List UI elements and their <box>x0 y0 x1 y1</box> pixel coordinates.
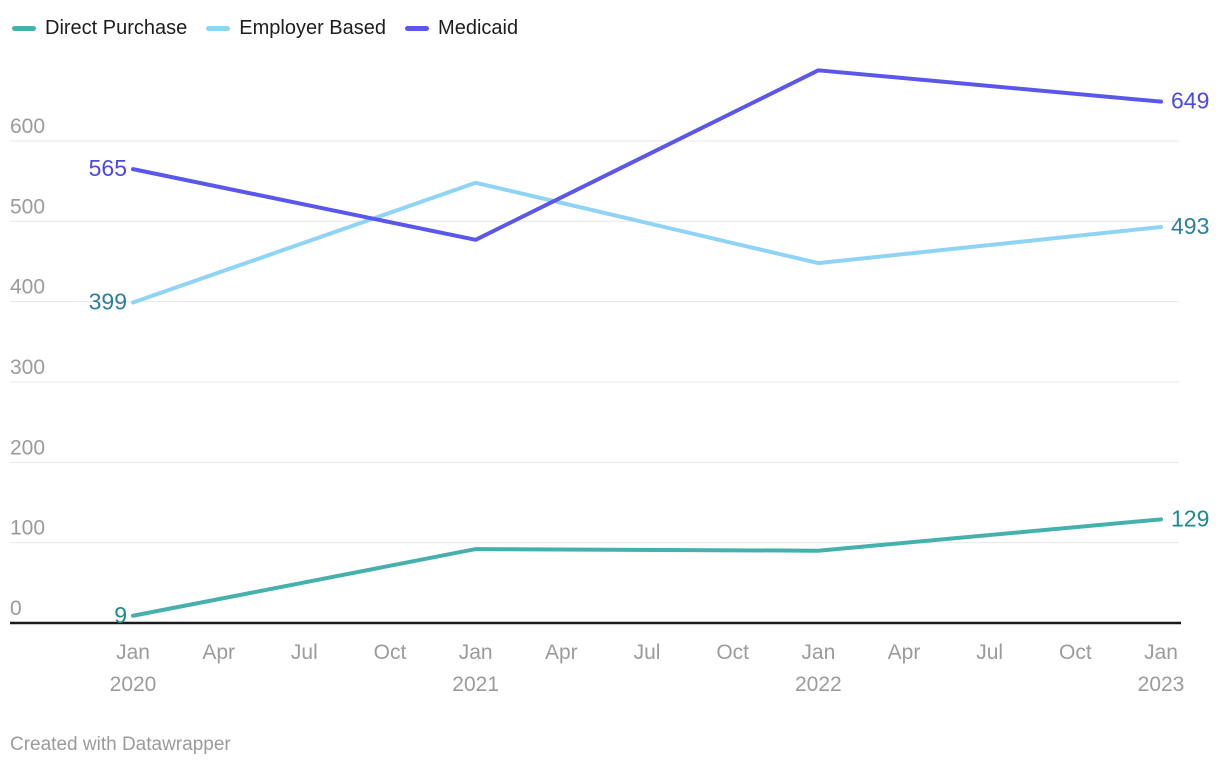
x-tick-label-7: Oct <box>716 641 749 664</box>
x-tick-label-1: Apr <box>202 641 235 664</box>
x-tick-label-6: Jul <box>634 641 661 664</box>
x-tick-label-11: Oct <box>1059 641 1092 664</box>
legend-label-employer-based: Employer Based <box>239 17 387 39</box>
legend-item-direct-purchase: Direct Purchase <box>12 17 187 40</box>
y-tick-label-400: 400 <box>10 276 45 299</box>
x-tick-label-10: Jul <box>976 641 1003 664</box>
value-label-end-medicaid: 649 <box>1171 88 1209 114</box>
y-tick-label-300: 300 <box>10 356 45 379</box>
value-label-end-employer-based: 493 <box>1171 213 1209 239</box>
legend-label-medicaid: Medicaid <box>438 17 519 39</box>
y-tick-label-200: 200 <box>10 436 45 459</box>
x-tick-label-12: Jan <box>1144 641 1178 664</box>
y-tick-label-600: 600 <box>10 115 45 138</box>
legend-item-employer-based: Employer Based <box>206 17 386 40</box>
x-tick-label-3: Oct <box>374 641 407 664</box>
value-label-start-medicaid: 565 <box>89 155 127 181</box>
series-line-direct-purchase <box>131 517 1164 618</box>
value-label-start-direct-purchase: 9 <box>114 602 127 628</box>
series-line-employer-based <box>131 180 1164 305</box>
series-line-medicaid <box>131 68 1164 242</box>
x-tick-year-label-2022: 2022 <box>795 673 842 696</box>
x-tick-label-2: Jul <box>291 641 318 664</box>
value-label-end-direct-purchase: 129 <box>1171 505 1209 531</box>
x-tick-label-9: Apr <box>888 641 921 664</box>
legend-swatch-medicaid-icon <box>405 26 430 31</box>
legend-swatch-direct-purchase-icon <box>12 26 36 31</box>
legend-label-direct-purchase: Direct Purchase <box>45 17 188 39</box>
datawrapper-credit: Created with Datawrapper <box>10 734 231 755</box>
x-tick-label-8: Jan <box>801 641 835 664</box>
y-tick-label-500: 500 <box>10 195 45 218</box>
legend-item-medicaid: Medicaid <box>405 17 518 40</box>
x-tick-year-label-2023: 2023 <box>1138 673 1185 696</box>
x-tick-label-0: Jan <box>116 641 150 664</box>
x-tick-label-4: Jan <box>459 641 493 664</box>
x-tick-label-5: Apr <box>545 641 578 664</box>
y-tick-label-0: 0 <box>10 597 22 620</box>
x-tick-year-label-2020: 2020 <box>110 673 157 696</box>
value-label-start-employer-based: 399 <box>89 288 127 314</box>
legend-swatch-employer-based-icon <box>206 26 231 31</box>
x-tick-year-label-2021: 2021 <box>452 673 499 696</box>
y-tick-label-100: 100 <box>10 517 45 540</box>
legend: Direct Purchase Employer Based Medicaid <box>12 17 518 40</box>
